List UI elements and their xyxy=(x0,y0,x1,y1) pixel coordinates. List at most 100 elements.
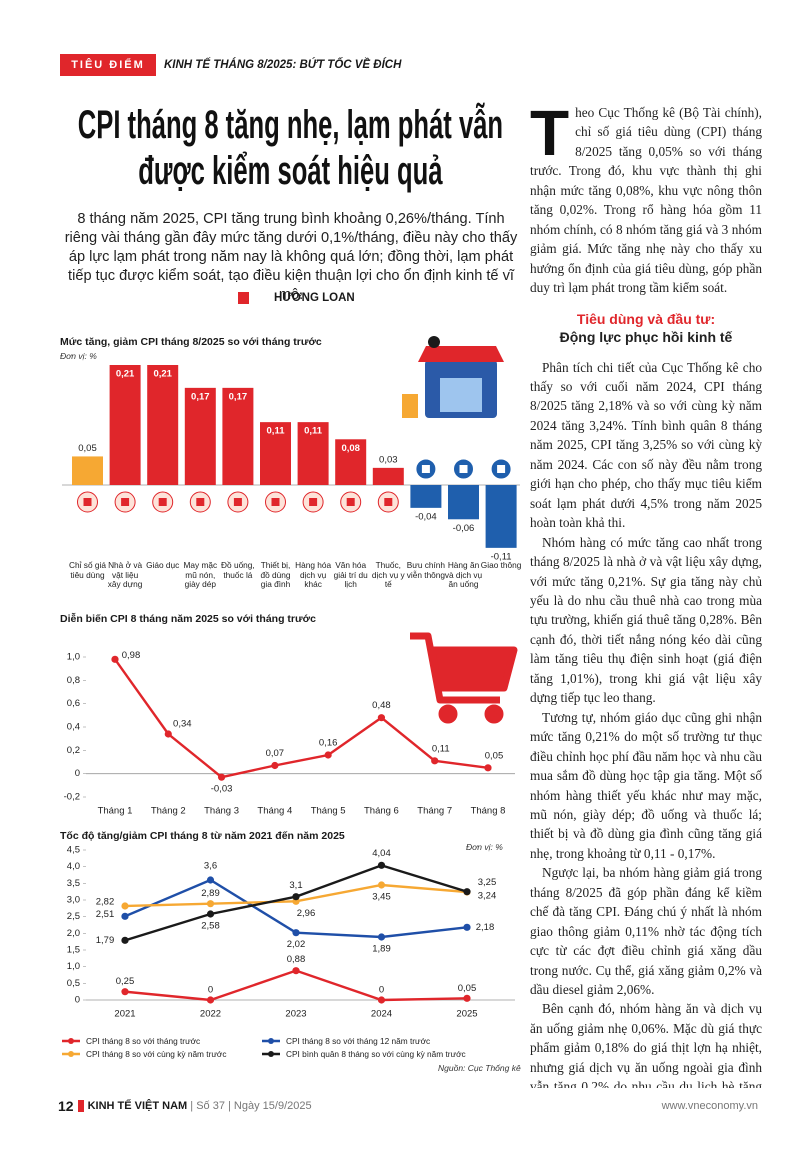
category-icon-glyph xyxy=(459,465,468,473)
value-label: 0,98 xyxy=(122,650,141,661)
bar xyxy=(448,485,479,520)
paragraph: Tương tự, nhóm giáo dục cũng ghi nhận mứ… xyxy=(530,709,762,861)
category-label: Đồ uống, thuốc lá xyxy=(221,560,255,580)
bar xyxy=(372,467,404,485)
category-icon-glyph xyxy=(384,498,393,506)
point xyxy=(292,893,300,901)
legend-label: CPI bình quân 8 tháng so với cùng kỳ năm… xyxy=(286,1049,466,1059)
y-tick-label: 1,0 xyxy=(67,652,80,663)
value-label: 3,6 xyxy=(204,861,217,872)
legend-label: CPI tháng 8 so với cùng kỳ năm trước xyxy=(86,1049,227,1059)
point xyxy=(377,861,386,869)
value-label: 2,02 xyxy=(287,939,306,950)
value-label: 2,82 xyxy=(96,897,115,908)
value-label: 0,17 xyxy=(191,391,210,402)
paragraph: Theo Cục Thống kê (Bộ Tài chính), chỉ số… xyxy=(530,103,762,296)
value-label: 2,18 xyxy=(476,922,495,933)
point xyxy=(217,773,226,781)
value-label: 0,88 xyxy=(287,954,306,965)
category-icon-glyph xyxy=(158,498,167,506)
value-label: 0,03 xyxy=(379,454,398,465)
point xyxy=(164,730,172,738)
value-label: 0,48 xyxy=(372,700,391,711)
point xyxy=(463,888,471,896)
paragraph: Phân tích chi tiết của Cục Thống kê cho … xyxy=(530,359,762,531)
shop-bag xyxy=(402,394,418,418)
value-label: 0,11 xyxy=(432,743,450,754)
value-label: 0,08 xyxy=(341,443,360,454)
value-label: 4,04 xyxy=(372,848,391,859)
category-label: Giáo dục xyxy=(146,560,180,570)
value-label: 2,58 xyxy=(201,921,220,932)
bar xyxy=(222,387,254,485)
value-label: 0,05 xyxy=(485,750,504,761)
point xyxy=(292,929,300,937)
category-icon-glyph xyxy=(121,498,130,506)
bar xyxy=(297,422,329,485)
author: HƯƠNG LOAN xyxy=(274,292,355,304)
x-tick-label: Tháng 4 xyxy=(257,806,292,817)
series-line xyxy=(114,658,489,779)
category-icon-glyph xyxy=(421,465,430,473)
section-tag: TIÊU ĐIỂM xyxy=(60,54,156,76)
legend-label: CPI tháng 8 so với tháng 12 năm trước xyxy=(286,1036,431,1046)
legend-label: CPI tháng 8 so với tháng trước xyxy=(86,1036,201,1046)
point xyxy=(206,900,215,908)
x-tick-label: 2023 xyxy=(285,1009,306,1020)
chart-title: Mức tăng, giảm CPI tháng 8/2025 so với t… xyxy=(60,336,322,348)
y-tick-label: 2,0 xyxy=(67,928,80,939)
lede: 8 tháng năm 2025, CPI tăng trung bình kh… xyxy=(64,211,518,303)
y-tick-label: 0,6 xyxy=(67,698,80,709)
bar xyxy=(72,456,103,485)
subheading-line: Động lực phục hồi kinh tế xyxy=(559,328,733,345)
y-tick-label: 1,5 xyxy=(67,945,80,956)
separator: | xyxy=(190,1100,194,1113)
value-label: 0 xyxy=(208,985,213,996)
paragraph: Nhóm hàng có mức tăng cao nhất trong thá… xyxy=(530,534,762,706)
value-label: 3,24 xyxy=(478,891,497,902)
cart-wheel xyxy=(484,704,504,724)
footer-mark xyxy=(77,1100,84,1113)
value-label: 0,25 xyxy=(116,976,135,987)
point xyxy=(324,751,332,759)
point xyxy=(463,923,471,931)
point xyxy=(431,757,439,765)
point xyxy=(121,936,129,944)
x-tick-label: Tháng 3 xyxy=(204,806,239,817)
y-tick-label: 0,2 xyxy=(67,745,80,756)
subheading-line: Tiêu dùng và đầu tư: xyxy=(576,310,716,327)
category-label: Giao thông xyxy=(480,560,522,570)
x-tick-label: Tháng 5 xyxy=(311,806,346,817)
subheading: Tiêu dùng và đầu tư: Động lực phục hồi k… xyxy=(530,310,762,346)
separator: | xyxy=(228,1100,231,1113)
value-label: 0,05 xyxy=(78,443,97,454)
value-label: 2,96 xyxy=(297,908,316,919)
value-label: 3,25 xyxy=(478,877,497,888)
bar xyxy=(147,365,179,485)
y-tick-label: 3,5 xyxy=(67,878,80,889)
source: Nguồn: Cục Thống kê xyxy=(438,1063,521,1073)
x-tick-label: 2022 xyxy=(200,1009,221,1020)
category-label: Văn hóa giải trí du lịch xyxy=(333,560,368,590)
bar xyxy=(485,485,517,548)
footer: 12 KINH TẾ VIỆT NAM | Số 37 | Ngày 15/9/2… xyxy=(58,1097,758,1115)
category-icon-glyph xyxy=(309,498,318,506)
point xyxy=(377,996,386,1004)
x-tick-label: Tháng 2 xyxy=(151,806,186,817)
y-tick-label: 0 xyxy=(75,995,80,1006)
value-label: 0,16 xyxy=(319,738,338,749)
value-label: 2,51 xyxy=(96,909,115,920)
page-number: 12 xyxy=(58,1098,74,1115)
point xyxy=(377,714,386,722)
category-icon-glyph xyxy=(83,498,92,506)
x-tick-label: 2025 xyxy=(456,1009,477,1020)
bar xyxy=(260,422,291,485)
y-tick-label: 1,0 xyxy=(67,961,80,972)
x-tick-label: 2021 xyxy=(114,1009,135,1020)
value-label: 0,11 xyxy=(267,426,286,437)
y-tick-label: 2,5 xyxy=(67,911,80,922)
value-label: 3,1 xyxy=(289,880,302,891)
point xyxy=(463,994,471,1002)
value-label: 0,21 xyxy=(116,369,135,380)
paragraph: Ngược lại, ba nhóm hàng giảm giá trong t… xyxy=(530,865,762,998)
